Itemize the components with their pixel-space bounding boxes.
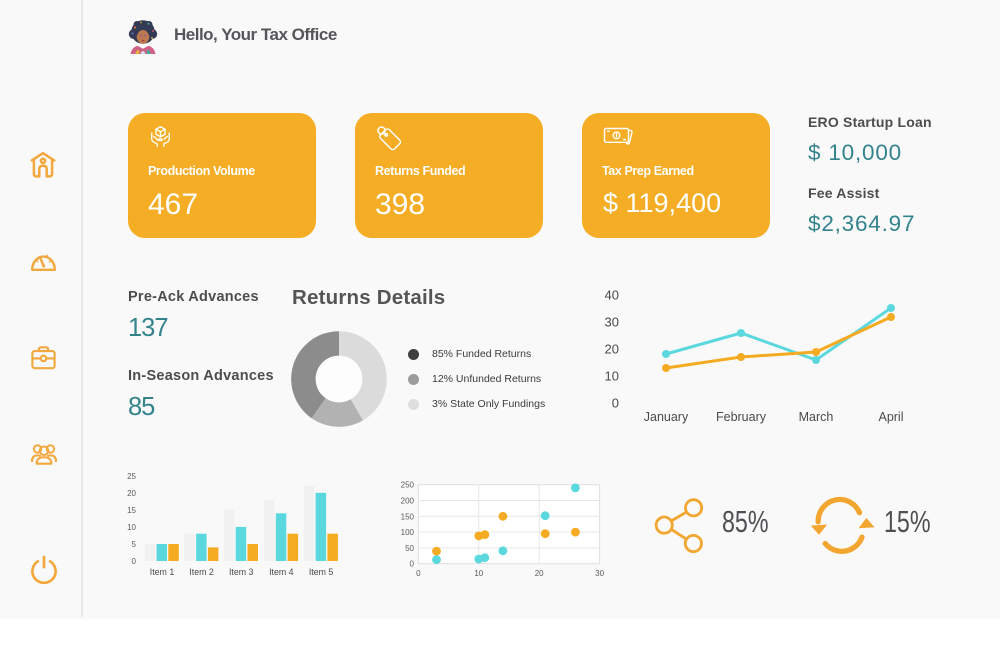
svg-text:0: 0	[410, 560, 415, 569]
svg-text:March: March	[799, 410, 834, 424]
svg-text:25: 25	[127, 472, 136, 481]
svg-text:Item 3: Item 3	[229, 567, 254, 577]
svg-text:0: 0	[416, 569, 421, 578]
svg-text:20: 20	[535, 569, 544, 578]
svg-text:5: 5	[132, 540, 137, 549]
svg-text:10: 10	[605, 369, 619, 384]
svg-text:January: January	[644, 410, 689, 424]
svg-text:20: 20	[605, 342, 619, 357]
svg-text:Item 1: Item 1	[150, 567, 175, 577]
svg-text:200: 200	[401, 497, 415, 506]
svg-text:Item 2: Item 2	[189, 567, 214, 577]
svg-text:20: 20	[127, 489, 136, 498]
svg-text:Item 5: Item 5	[309, 567, 334, 577]
svg-text:February: February	[716, 410, 767, 424]
svg-text:10: 10	[474, 569, 483, 578]
svg-text:50: 50	[405, 544, 414, 553]
svg-text:40: 40	[605, 288, 619, 303]
svg-text:30: 30	[605, 315, 619, 330]
svg-text:15: 15	[127, 506, 136, 515]
svg-text:0: 0	[132, 557, 137, 566]
svg-text:150: 150	[401, 512, 415, 521]
svg-text:0: 0	[612, 396, 619, 411]
svg-text:250: 250	[401, 481, 415, 490]
svg-text:30: 30	[595, 569, 604, 578]
svg-text:April: April	[878, 410, 903, 424]
svg-text:10: 10	[127, 523, 136, 532]
svg-text:100: 100	[401, 528, 415, 537]
svg-text:Item 4: Item 4	[269, 567, 294, 577]
